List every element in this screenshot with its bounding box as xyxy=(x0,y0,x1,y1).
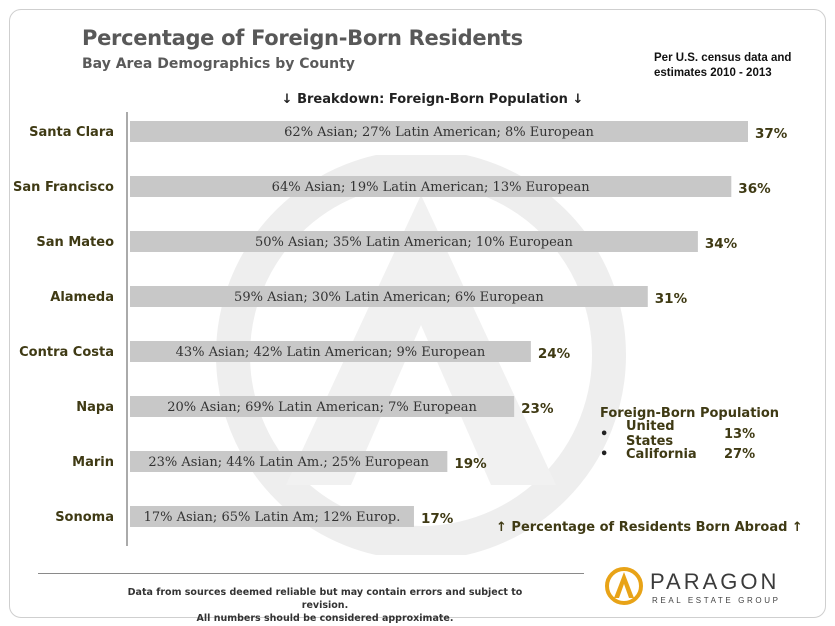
bar-annotation: 43% Asian; 42% Latin American; 9% Europe… xyxy=(176,345,486,360)
bar xyxy=(130,231,698,252)
brand-name: PARAGON xyxy=(650,569,780,594)
category-label: Sonoma xyxy=(55,510,114,525)
bar-annotation: 23% Asian; 44% Latin Am.; 25% European xyxy=(148,455,429,470)
bar-annotation: 64% Asian; 19% Latin American; 13% Europ… xyxy=(272,180,591,195)
bar-annotation: 59% Asian; 30% Latin American; 6% Europe… xyxy=(234,290,544,305)
x-axis-note: ↑ Percentage of Residents Born Abroad ↑ xyxy=(496,520,803,535)
source-note-line-2: estimates 2010 - 2013 xyxy=(654,67,772,79)
category-label: Contra Costa xyxy=(19,345,114,360)
bar xyxy=(130,176,732,197)
category-label: San Mateo xyxy=(36,235,114,250)
paragon-logo-icon xyxy=(605,567,643,605)
bar xyxy=(130,396,515,417)
legend-title: Foreign-Born Population xyxy=(600,406,780,421)
category-label: Marin xyxy=(72,455,114,470)
data-label: 23% xyxy=(521,401,554,417)
bar xyxy=(130,341,531,362)
legend-bullet: • xyxy=(600,446,609,462)
source-note-line-1: Per U.S. census data and xyxy=(654,52,792,64)
data-label: 19% xyxy=(454,456,487,472)
category-label: Napa xyxy=(76,400,114,415)
data-label: 17% xyxy=(421,511,454,527)
bar-annotation: 50% Asian; 35% Latin American; 10% Europ… xyxy=(255,235,574,250)
category-label: Alameda xyxy=(50,290,114,305)
footer-disclaimer: Data from sources deemed reliable but ma… xyxy=(110,586,540,625)
legend: Foreign-Born Population • United States … xyxy=(600,406,779,464)
source-note: Per U.S. census data and estimates 2010 … xyxy=(654,51,791,81)
bar xyxy=(130,121,748,142)
legend-row-california: • California 27% xyxy=(600,444,779,464)
category-label: Santa Clara xyxy=(29,125,114,140)
chart-subtitle: Bay Area Demographics by County xyxy=(82,56,355,72)
data-label: 31% xyxy=(655,291,688,307)
data-label: 36% xyxy=(738,181,771,197)
footer-line-2: All numbers should be considered approxi… xyxy=(196,613,454,624)
footer-divider xyxy=(38,573,584,574)
legend-value: 13% xyxy=(724,426,756,442)
breakdown-label: ↓ Breakdown: Foreign-Born Population ↓ xyxy=(281,92,584,107)
chart-title: Percentage of Foreign-Born Residents xyxy=(82,26,523,50)
data-label: 24% xyxy=(538,346,571,362)
brand-tagline: REAL ESTATE GROUP xyxy=(652,596,781,605)
bar xyxy=(130,506,414,527)
legend-name: United States xyxy=(626,419,675,449)
category-label: San Francisco xyxy=(13,180,114,195)
bar xyxy=(130,286,648,307)
legend-row-united-states: • United States 13% xyxy=(600,419,779,449)
bar-annotation: 62% Asian; 27% Latin American; 8% Europe… xyxy=(284,125,594,140)
footer-line-1: Data from sources deemed reliable but ma… xyxy=(127,587,523,611)
legend-bullet: • xyxy=(600,426,609,442)
bar-annotation: 17% Asian; 65% Latin Am; 12% Europ. xyxy=(144,510,401,525)
data-label: 37% xyxy=(755,126,788,142)
legend-name: California xyxy=(626,446,697,462)
data-label: 34% xyxy=(705,236,738,252)
bar xyxy=(130,451,448,472)
legend-value: 27% xyxy=(724,446,756,462)
bar-annotation: 20% Asian; 69% Latin American; 7% Europe… xyxy=(167,400,477,415)
